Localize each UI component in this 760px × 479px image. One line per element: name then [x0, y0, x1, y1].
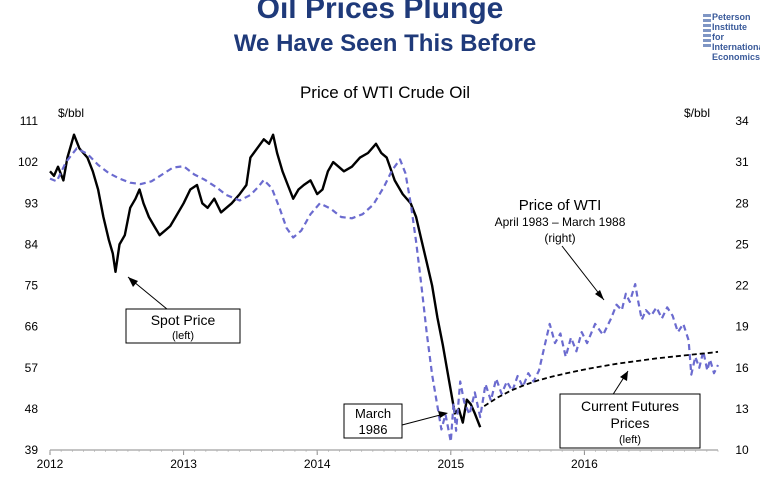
y-right-tick-label: 22	[735, 279, 749, 293]
futures-prices-line	[483, 350, 719, 407]
logo-line: Economics	[712, 52, 760, 62]
spot-price-annotation: Spot Price (left)	[125, 276, 241, 344]
y-left-tick-label: 48	[25, 402, 39, 416]
logo-icon	[703, 14, 711, 54]
y-left-tick-label: 66	[25, 320, 39, 334]
y-right-tick-label: 28	[735, 196, 749, 210]
march-1986-box	[343, 403, 403, 439]
y-right-tick-label: 10	[735, 443, 749, 457]
x-tick-label: 2014	[304, 457, 331, 471]
march-1986-arrowhead	[438, 411, 448, 418]
y-left-tick-label: 84	[25, 237, 39, 251]
y-right-tick-label: 13	[735, 402, 749, 416]
futures-arrowhead	[620, 371, 628, 381]
page-subtitle: We Have Seen This Before	[233, 30, 537, 57]
y-left-tick-label: 102	[18, 155, 38, 169]
y-right-tick-label: 31	[735, 155, 749, 169]
wti-1983-1988-line	[49, 147, 719, 443]
spot-price-label: Spot Price	[151, 312, 216, 328]
right-axis-unit: $/bbl	[684, 106, 710, 120]
spot-price-box	[125, 308, 241, 344]
wti-annotation: Price of WTI April 1983 – March 1988 (ri…	[495, 197, 626, 301]
futures-line1: Current Futures	[581, 398, 679, 414]
futures-note: (left)	[619, 434, 641, 446]
axes: 2012 2013 2014 2015 2016 111 102 93 84 75 66 57 48 39…	[18, 114, 749, 471]
futures-line2: Prices	[611, 415, 650, 431]
spot-price-line	[49, 133, 482, 428]
march-1986-line1: March	[355, 406, 391, 421]
x-tick-label: 2016	[571, 457, 598, 471]
y-left-tick-label: 75	[25, 279, 39, 293]
wti-label: Price of WTI	[519, 197, 602, 214]
chart-title: Price of WTI Crude Oil	[300, 83, 470, 102]
futures-annotation: Current Futures Prices (left)	[559, 370, 701, 449]
y-left-tick-label: 111	[20, 114, 39, 128]
y-left-tick-label: 39	[25, 443, 39, 457]
x-tick-label: 2013	[170, 457, 197, 471]
wti-arrow	[561, 245, 605, 301]
wti-arrowhead	[595, 290, 604, 300]
y-right-tick-label: 19	[735, 320, 749, 334]
spot-price-note: (left)	[172, 330, 194, 342]
y-right-tick-label: 16	[735, 361, 749, 375]
march-1986-line2: 1986	[359, 422, 388, 437]
x-tick-label: 2012	[37, 457, 64, 471]
spot-price-arrowhead	[128, 277, 138, 287]
logo-line: Institute for	[712, 22, 747, 42]
wti-note: (right)	[544, 231, 575, 245]
march-1986-annotation: March 1986	[343, 403, 448, 439]
logo-text: Peterson Institute for International Eco…	[712, 12, 760, 62]
page-title: Oil Prices Plunge	[256, 0, 504, 25]
y-right-tick-label: 25	[735, 237, 749, 251]
march-1986-arrow	[401, 413, 445, 426]
wti-dates: April 1983 – March 1988	[495, 215, 626, 229]
logo-line: Peterson	[712, 12, 751, 22]
y-right-tick-label: 34	[735, 114, 749, 128]
futures-box	[559, 393, 701, 449]
series-layer	[49, 133, 719, 443]
left-axis-unit: $/bbl	[58, 106, 84, 120]
y-left-tick-label: 57	[25, 361, 39, 375]
y-left-tick-label: 93	[25, 196, 39, 210]
logo-line: International	[712, 42, 760, 52]
x-tick-label: 2015	[437, 457, 464, 471]
